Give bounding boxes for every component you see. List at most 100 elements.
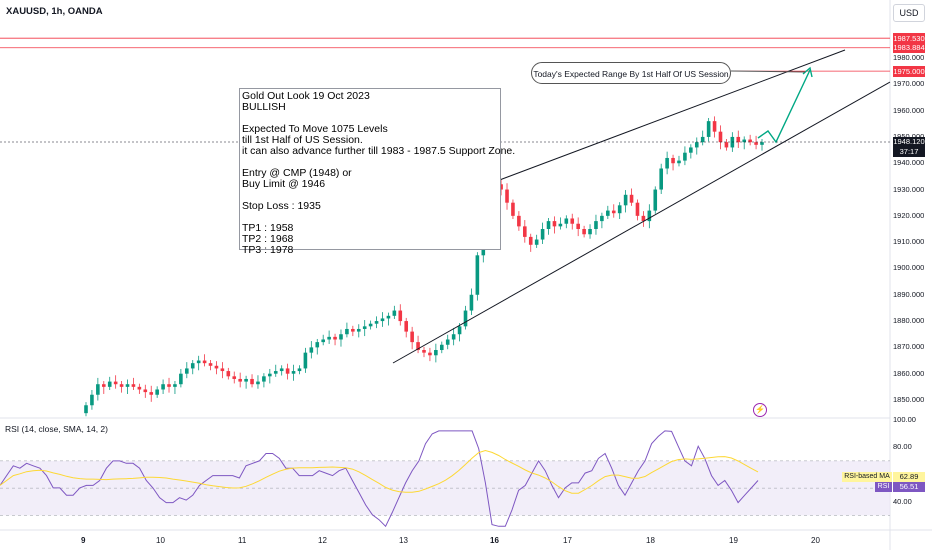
note-line: Gold Out Look 19 Oct 2023 xyxy=(242,90,370,102)
candle-body xyxy=(736,136,741,143)
candle-body xyxy=(368,323,373,327)
candle-body xyxy=(101,384,106,387)
candle-body xyxy=(380,318,385,322)
note-line: Stop Loss : 1935 xyxy=(242,200,321,212)
time-tick-label: 16 xyxy=(490,536,499,545)
candle-body xyxy=(190,363,195,369)
price-tick-label: 1980.000 xyxy=(893,53,925,62)
analysis-note[interactable]: Gold Out Look 19 Oct 2023 BULLISH Expected… xyxy=(239,88,515,256)
candle-body xyxy=(119,384,124,387)
candle-body xyxy=(511,202,515,216)
candle-body xyxy=(499,184,503,190)
candle-body xyxy=(576,223,580,229)
candle-body xyxy=(635,202,640,216)
candle-body xyxy=(428,352,432,356)
candle-body xyxy=(250,378,254,385)
time-tick-label: 17 xyxy=(563,536,572,545)
candle-body xyxy=(256,381,260,385)
price-tick-label: 1890.000 xyxy=(893,289,925,299)
rsi-ma-line xyxy=(0,449,759,494)
price-tick-label: 1960.000 xyxy=(893,105,925,115)
current-price-value: 1948.120 xyxy=(893,137,925,146)
candle-body xyxy=(173,384,177,387)
level-price-tag: 1975.000 xyxy=(893,65,925,77)
price-tick-label: 1870.000 xyxy=(893,342,925,352)
candle-body xyxy=(226,371,231,377)
candle-body xyxy=(528,236,533,245)
candle-body xyxy=(552,221,557,227)
note-line: TP3 : 1978 xyxy=(242,244,294,256)
candle-body xyxy=(629,194,634,203)
candle-body xyxy=(202,360,207,364)
rsi-indicator-label[interactable]: RSI (14, close, SMA, 14, 2) xyxy=(5,424,108,434)
candle-body xyxy=(718,131,723,143)
note-line: TP1 : 1958 xyxy=(242,222,294,234)
candle-body xyxy=(398,310,403,322)
candle-body xyxy=(279,368,284,372)
time-tick-label: 10 xyxy=(156,536,165,545)
candle-body xyxy=(113,381,118,385)
candle-body xyxy=(641,215,646,222)
candle-body xyxy=(653,189,658,211)
rsi-tag: RSI xyxy=(875,482,892,492)
candle-body xyxy=(700,136,705,143)
price-tick-label: 1900.000 xyxy=(893,263,925,273)
callout-pointer xyxy=(730,70,806,73)
rsi-tick-label: 80.00 xyxy=(893,442,912,452)
candle-body xyxy=(161,384,165,390)
candle-body xyxy=(268,373,272,377)
price-tick-label: 1950.000 xyxy=(893,132,924,141)
candle-body xyxy=(600,215,604,222)
candle-body xyxy=(523,226,527,237)
time-tick-label: 19 xyxy=(729,536,738,545)
countdown: 37:17 xyxy=(899,147,919,156)
candle-body xyxy=(588,229,592,235)
candle-body xyxy=(457,326,462,335)
candle-body xyxy=(90,394,94,406)
time-tick-label: 13 xyxy=(399,536,408,545)
candle-body xyxy=(333,336,337,340)
candle-body xyxy=(724,142,729,148)
level-price-tag: 1987.530 xyxy=(893,32,925,44)
candle-body xyxy=(386,315,391,319)
candle-body xyxy=(475,255,480,295)
candle-body xyxy=(671,157,675,164)
candle-body xyxy=(185,368,189,374)
candle-body xyxy=(220,368,225,372)
candle-body xyxy=(107,381,112,387)
expected-range-callout[interactable]: Today's Expected Range By 1st Half Of US… xyxy=(531,62,731,84)
candle-body xyxy=(303,352,308,369)
candle-body xyxy=(345,328,349,335)
note-line: Expected To Move 1075 Levels xyxy=(242,123,388,135)
candle-body xyxy=(238,378,242,382)
candle-body xyxy=(285,368,290,374)
candle-body xyxy=(297,368,302,372)
candle-body xyxy=(439,344,444,351)
candle-body xyxy=(244,378,248,382)
price-tick-label: 1860.000 xyxy=(893,368,925,378)
candle-body xyxy=(647,210,652,222)
candle-body xyxy=(137,386,142,390)
candle-body xyxy=(374,321,379,324)
current-price-tag: 1948.120 37:17 xyxy=(893,137,925,157)
rsi-value: 56.51 xyxy=(893,482,925,492)
candle-body xyxy=(434,350,438,356)
flash-icon[interactable]: ⚡ xyxy=(753,403,767,417)
symbol-label[interactable]: XAUUSD, 1h, OANDA xyxy=(6,6,103,17)
candle-body xyxy=(540,229,545,240)
candle-body xyxy=(291,371,296,374)
candle-body xyxy=(362,326,367,329)
time-tick-label: 20 xyxy=(811,536,820,545)
wedge-lower-trendline xyxy=(392,81,891,364)
currency-button[interactable]: USD xyxy=(893,4,925,22)
candle-body xyxy=(748,139,752,143)
candle-body xyxy=(339,334,343,340)
note-line: Buy Limit @ 1946 xyxy=(242,178,326,190)
candle-body xyxy=(321,339,325,343)
candle-body xyxy=(327,336,331,340)
price-tick-label: 1850.000 xyxy=(893,395,925,404)
candle-body xyxy=(617,205,622,214)
price-tick-label: 1920.000 xyxy=(893,210,925,220)
